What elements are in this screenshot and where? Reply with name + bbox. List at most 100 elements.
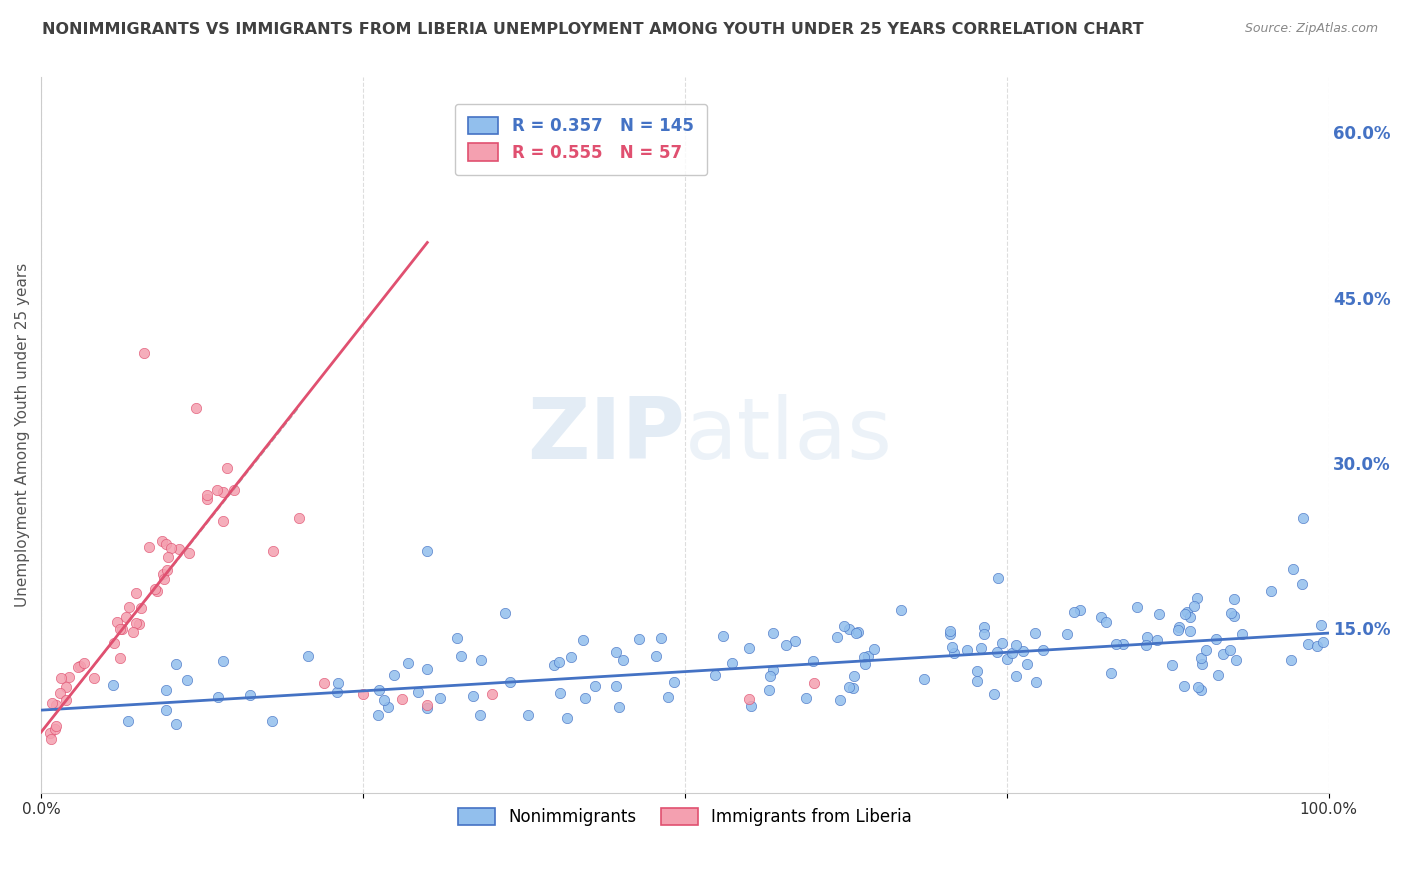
Point — [1312, 635, 1334, 649]
Point — [721, 656, 744, 670]
Point — [461, 690, 484, 704]
Point — [1135, 638, 1157, 652]
Point — [1063, 605, 1085, 619]
Point — [1025, 675, 1047, 690]
Point — [1279, 653, 1302, 667]
Point — [1219, 643, 1241, 657]
Point — [159, 541, 181, 555]
Point — [1056, 627, 1078, 641]
Point — [468, 708, 491, 723]
Point — [287, 510, 309, 524]
Point — [1220, 606, 1243, 620]
Point — [156, 549, 179, 564]
Point — [1260, 583, 1282, 598]
Point — [1168, 620, 1191, 634]
Point — [1205, 632, 1227, 647]
Point — [1005, 639, 1028, 653]
Point — [69, 659, 91, 673]
Point — [446, 632, 468, 646]
Point — [605, 679, 627, 693]
Point — [1189, 682, 1212, 697]
Point — [41, 696, 63, 710]
Point — [995, 652, 1018, 666]
Point — [262, 543, 284, 558]
Point — [863, 641, 886, 656]
Point — [828, 693, 851, 707]
Point — [212, 484, 235, 499]
Point — [1310, 617, 1333, 632]
Point — [125, 615, 148, 630]
Point — [1090, 610, 1112, 624]
Point — [1167, 623, 1189, 637]
Point — [205, 483, 228, 497]
Legend: Nonimmigrants, Immigrants from Liberia: Nonimmigrants, Immigrants from Liberia — [450, 799, 920, 834]
Point — [853, 649, 876, 664]
Point — [1292, 510, 1315, 524]
Point — [838, 680, 860, 694]
Point — [44, 723, 66, 737]
Text: Source: ZipAtlas.com: Source: ZipAtlas.com — [1244, 22, 1378, 36]
Point — [572, 633, 595, 648]
Point — [1125, 600, 1147, 615]
Point — [740, 699, 762, 714]
Point — [1173, 679, 1195, 693]
Point — [1174, 607, 1197, 622]
Point — [762, 626, 785, 640]
Point — [1180, 610, 1202, 624]
Point — [1282, 562, 1305, 576]
Point — [986, 645, 1008, 659]
Point — [325, 685, 347, 699]
Point — [153, 572, 176, 586]
Point — [605, 645, 627, 659]
Point — [367, 708, 389, 723]
Point — [1112, 637, 1135, 651]
Point — [1291, 577, 1313, 591]
Point — [966, 673, 988, 688]
Point — [607, 699, 630, 714]
Point — [314, 675, 336, 690]
Point — [450, 649, 472, 664]
Point — [1306, 639, 1329, 653]
Point — [177, 546, 200, 560]
Point — [1182, 599, 1205, 614]
Point — [650, 631, 672, 645]
Point — [973, 620, 995, 634]
Point — [713, 629, 735, 643]
Point — [128, 617, 150, 632]
Point — [1185, 591, 1208, 605]
Point — [1191, 657, 1213, 672]
Text: atlas: atlas — [685, 393, 893, 476]
Point — [970, 640, 993, 655]
Text: NONIMMIGRANTS VS IMMIGRANTS FROM LIBERIA UNEMPLOYMENT AMONG YOUTH UNDER 25 YEARS: NONIMMIGRANTS VS IMMIGRANTS FROM LIBERIA… — [42, 22, 1144, 37]
Point — [803, 675, 825, 690]
Point — [143, 582, 166, 596]
Point — [547, 655, 569, 669]
Point — [1223, 592, 1246, 607]
Point — [224, 483, 246, 497]
Point — [543, 657, 565, 672]
Point — [1194, 642, 1216, 657]
Point — [738, 692, 761, 706]
Point — [1024, 626, 1046, 640]
Point — [297, 648, 319, 663]
Point — [758, 669, 780, 683]
Point — [165, 717, 187, 731]
Point — [1212, 647, 1234, 661]
Point — [125, 585, 148, 599]
Point — [1146, 632, 1168, 647]
Point — [103, 678, 125, 692]
Point — [737, 640, 759, 655]
Point — [612, 653, 634, 667]
Point — [1189, 651, 1212, 665]
Point — [416, 543, 439, 558]
Point — [704, 668, 727, 682]
Point — [150, 534, 173, 549]
Point — [1160, 657, 1182, 672]
Point — [117, 714, 139, 728]
Point — [132, 345, 155, 359]
Point — [368, 683, 391, 698]
Point — [373, 693, 395, 707]
Point — [352, 687, 374, 701]
Point — [983, 687, 1005, 701]
Point — [111, 622, 134, 636]
